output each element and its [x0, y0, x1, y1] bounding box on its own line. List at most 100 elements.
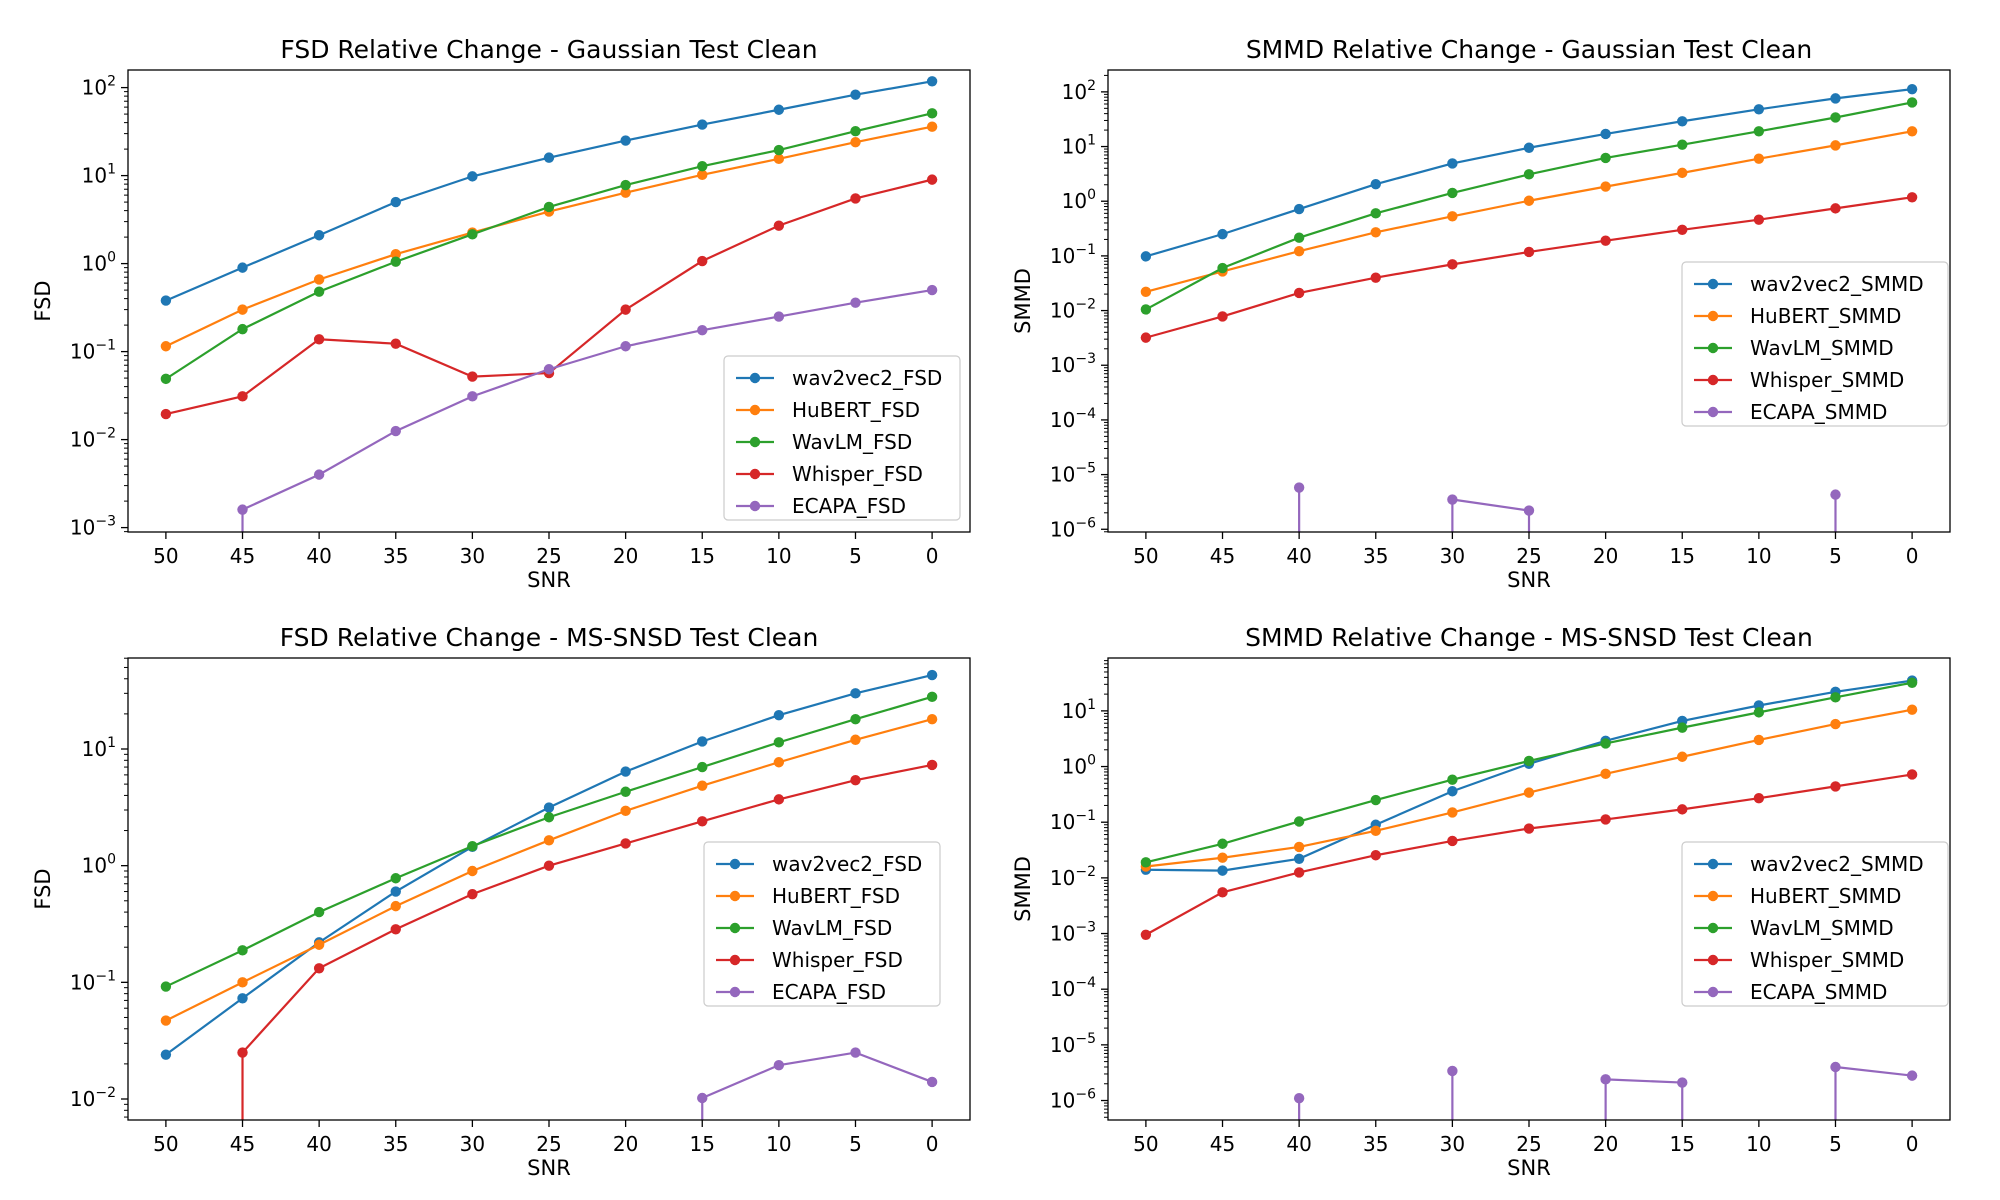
data-point: [926, 714, 938, 725]
series-ECAPA_FSD: [237, 284, 938, 532]
y-tick-exponent: 2: [107, 74, 116, 90]
y-tick-label: 101: [1062, 697, 1096, 723]
data-point: [926, 1076, 938, 1088]
data-point: [313, 939, 325, 950]
y-tick-base: 10: [82, 737, 107, 761]
y-tick-label: 100: [82, 250, 116, 276]
series-WavLM_FSD: [160, 108, 938, 385]
data-point: [390, 924, 401, 935]
legend-entry-label: ECAPA_SMMD: [1750, 980, 1887, 1004]
y-tick-exponent: −5: [1075, 1031, 1096, 1047]
data-point: [1677, 224, 1688, 236]
data-point: [543, 802, 555, 813]
x-tick-label: 5: [1829, 544, 1842, 568]
legend: wav2vec2_SMMD HuBERT_SMMD WavLM_SMMD Whispe…: [1681, 261, 1949, 427]
data-point: [620, 805, 631, 817]
data-point: [313, 230, 325, 241]
legend-swatch-marker: [1707, 986, 1719, 998]
legend-swatch-marker: [1707, 954, 1719, 966]
series-ECAPA_SMMD: [1293, 482, 1841, 532]
legend-swatch-marker: [1707, 278, 1719, 290]
legend-entry-label: ECAPA_FSD: [772, 980, 886, 1004]
data-point: [1293, 1093, 1305, 1104]
y-tick-base: 10: [1050, 866, 1075, 890]
data-point: [1370, 227, 1381, 238]
legend-entry-label: Whisper_SMMD: [1750, 368, 1904, 392]
x-axis-label: SNR: [1507, 1156, 1551, 1180]
y-tick-base: 10: [1050, 244, 1075, 268]
y-tick-label: 101: [1062, 133, 1096, 159]
data-point: [697, 119, 708, 130]
y-tick-exponent: −3: [1075, 351, 1096, 367]
x-tick-label: 15: [690, 1132, 715, 1156]
data-point: [1523, 195, 1535, 206]
data-point: [850, 193, 861, 204]
y-tick-base: 10: [70, 340, 95, 364]
legend-swatch-marker: [1707, 342, 1719, 354]
data-point: [237, 304, 248, 315]
legend-swatch-marker: [729, 986, 741, 998]
data-point: [1217, 838, 1228, 849]
data-point: [773, 737, 785, 748]
data-point: [1447, 835, 1458, 847]
data-point: [1370, 208, 1381, 219]
data-point: [1600, 768, 1611, 780]
data-point: [1830, 203, 1841, 214]
chart-title: SMMD Relative Change - MS-SNSD Test Clea…: [1245, 623, 1813, 652]
data-point: [1753, 126, 1765, 137]
x-tick-label: 20: [613, 544, 638, 568]
data-point: [926, 759, 938, 771]
x-tick-label: 40: [1286, 1132, 1311, 1156]
data-point: [1217, 228, 1228, 240]
y-tick-exponent: −6: [1075, 515, 1096, 531]
legend-box: [1681, 841, 1949, 1007]
series-HuBERT_FSD: [160, 714, 938, 1026]
y-tick-label: 102: [1062, 78, 1096, 104]
y-tick-label: 10−1: [1050, 242, 1096, 268]
data-point: [390, 886, 401, 897]
data-point: [160, 981, 172, 992]
data-point: [620, 838, 631, 849]
data-point: [313, 469, 325, 480]
data-point: [926, 284, 938, 296]
legend: wav2vec2_FSD HuBERT_FSD WavLM_FSD Whisper_F…: [723, 355, 961, 521]
data-point: [620, 786, 631, 797]
y-tick-label: 10−2: [1050, 297, 1096, 323]
y-tick-label: 10−6: [1050, 1087, 1096, 1113]
data-point: [1906, 126, 1918, 137]
data-point: [1830, 112, 1841, 123]
y-tick-exponent: 1: [1087, 133, 1096, 149]
y-tick-exponent: 1: [1087, 697, 1096, 713]
x-tick-label: 10: [1746, 1132, 1771, 1156]
data-point: [1293, 232, 1305, 243]
plot-frame: [127, 657, 971, 1121]
data-point: [1293, 203, 1305, 215]
legend-swatch-marker: [1707, 310, 1719, 322]
legend-swatch-marker: [729, 954, 741, 966]
data-point: [1447, 187, 1458, 199]
y-tick-label: 10−2: [70, 426, 116, 452]
y-tick-base: 10: [82, 854, 107, 878]
data-point: [390, 873, 401, 884]
data-point: [1447, 807, 1458, 818]
data-point: [313, 334, 325, 345]
data-point: [1293, 287, 1305, 299]
chart-panel-1: FSD Relative Change - Gaussian Test Clea…: [31, 35, 971, 592]
legend-entry-label: HuBERT_SMMD: [1750, 304, 1901, 328]
y-tick-label: 10−5: [1050, 461, 1096, 487]
legend-entry-label: Whisper_FSD: [772, 948, 903, 972]
series-line: [701, 1051, 933, 1100]
y-tick-exponent: −1: [95, 968, 116, 984]
data-point: [1523, 169, 1535, 180]
data-point: [1753, 707, 1765, 718]
chart-panel-3: FSD Relative Change - MS-SNSD Test Clean…: [31, 623, 971, 1180]
series-Whisper_SMMD: [1140, 769, 1918, 940]
legend-swatch-marker: [749, 372, 761, 384]
legend-entry-label: HuBERT_SMMD: [1750, 884, 1901, 908]
data-point: [850, 688, 861, 699]
data-point: [1830, 718, 1841, 730]
data-point: [467, 371, 478, 382]
y-tick-exponent: 0: [1087, 753, 1096, 769]
x-tick-label: 30: [460, 544, 485, 568]
